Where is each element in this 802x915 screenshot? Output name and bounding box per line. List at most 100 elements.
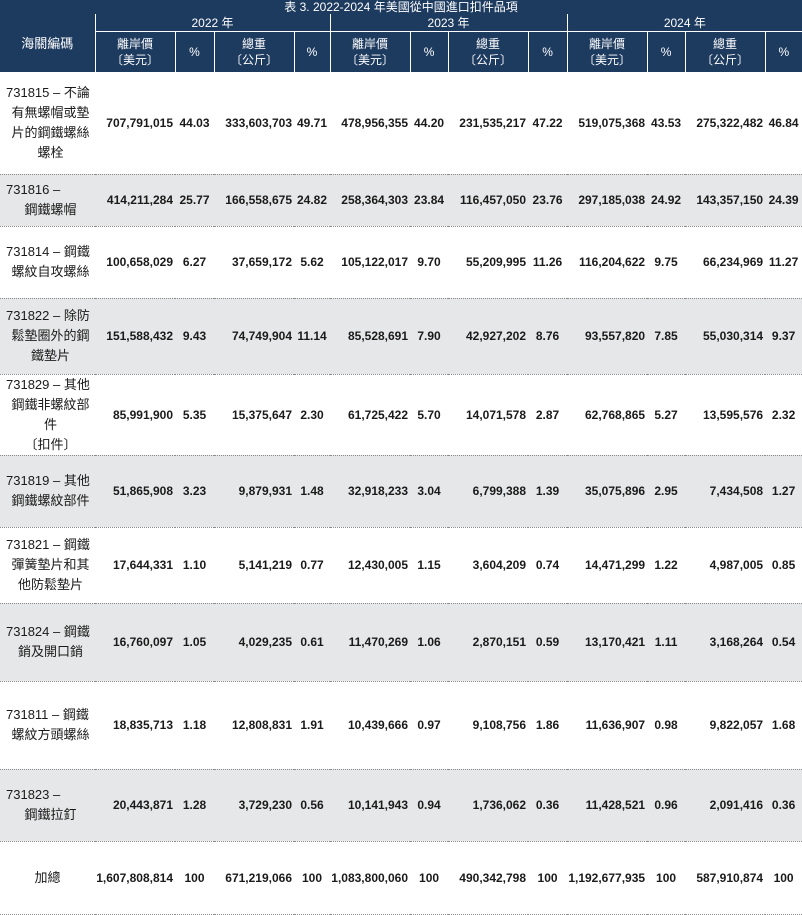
- hs-code-header: 海關編碼: [0, 14, 95, 73]
- value-2024-cell: 519,075,368: [567, 72, 648, 175]
- hs-code-label-line: 鋼鐵螺帽: [24, 202, 77, 217]
- table-row: 731824 – 鋼鐵 銷及開口銷 16,760,097 1.05 4,029,235 0…: [0, 603, 802, 682]
- table-body: 731815 – 不論 有無螺帽或墊 片的鋼鐵螺絲 螺栓 707,791,015 44.0…: [0, 72, 802, 915]
- pct-2024-cell: 9.75: [647, 226, 686, 299]
- pct-2023-cell: 2.87: [528, 374, 568, 456]
- value-2022-cell: 1,607,808,814: [95, 841, 175, 915]
- hs-code-label: 731823 – 鋼鐵拉釘: [0, 769, 95, 842]
- year-2024-header: 2024 年: [566, 14, 802, 32]
- hs-code-label-line: 731811 – 鋼鐵: [6, 707, 89, 722]
- value-2022-cell: 707,791,015: [95, 72, 175, 175]
- pct-2022-cell: 1.05: [175, 603, 214, 682]
- table-row: 731819 – 其他 鋼鐵螺紋部件 51,865,908 3.23 9,879,931…: [0, 455, 802, 528]
- pct-2024-cell: 0.98: [647, 681, 686, 770]
- pct-2022-cell: 25.77: [175, 174, 214, 227]
- pct-2023-cell: 23.76: [528, 174, 568, 227]
- value-header-2024: 離岸價 〔美元〕: [566, 31, 648, 72]
- hs-code-label-line: 彈簧墊片和其: [11, 557, 90, 572]
- pct-header-2023: %: [409, 31, 449, 72]
- pct-2023-cell: 1.06: [410, 603, 449, 682]
- column-header-row: 離岸價 〔美元〕% 總重 〔公斤〕% 離岸價 〔美元〕% 總重 〔公斤〕% 離岸價 〔美元〕% 總重…: [0, 31, 802, 72]
- weight-2023-cell: 231,535,217: [448, 72, 529, 175]
- weight-2022-cell: 9,879,931: [214, 455, 294, 528]
- weight-header-line: 總重: [713, 37, 738, 51]
- value-2024-cell: 93,557,820: [567, 298, 648, 375]
- weight-2023-cell: 1,736,062: [448, 769, 529, 842]
- hs-code-label-line: 731816 –: [6, 182, 61, 197]
- pct-2023-cell: 11.26: [528, 226, 568, 299]
- pct-2023-cell: 0.59: [528, 603, 568, 682]
- pct-2023-cell: 1.86: [528, 681, 568, 770]
- value-2023-cell: 10,439,666: [330, 681, 411, 770]
- pct-2024-cell: 1.22: [647, 527, 686, 604]
- hs-code-label-line: 731829 – 其他: [6, 376, 90, 392]
- value-2024-cell: 116,204,622: [567, 226, 648, 299]
- weight-header-line: 〔公斤〕: [464, 53, 513, 67]
- value-2023-cell: 10,141,943: [330, 769, 411, 842]
- weight-header-2022: 總重 〔公斤〕: [213, 31, 294, 72]
- pct-2022-cell: 1.48: [294, 455, 331, 528]
- pct-2024-cell: 24.39: [765, 174, 802, 227]
- pct-2024-cell: 2.95: [647, 455, 686, 528]
- value-2022-cell: 414,211,284: [95, 174, 175, 227]
- hs-code-label-line: 鋼鐵非螺紋部件: [11, 396, 90, 432]
- value-header-2023: 離岸價 〔美元〕: [329, 31, 411, 72]
- pct-2024-cell: 1.68: [765, 681, 802, 770]
- pct-2022-cell: 6.27: [175, 226, 214, 299]
- weight-2022-cell: 166,558,675: [214, 174, 294, 227]
- pct-2022-cell: 5.62: [294, 226, 331, 299]
- value-2023-cell: 11,470,269: [330, 603, 411, 682]
- year-2022-header: 2022 年: [94, 14, 331, 32]
- pct-2023-cell: 8.76: [528, 298, 568, 375]
- hs-code-label-line: 螺紋方頭螺絲: [11, 727, 90, 742]
- pct-2022-cell: 2.30: [294, 374, 331, 456]
- hs-code-label-line: 螺紋自攻螺絲: [11, 264, 90, 279]
- weight-2023-cell: 116,457,050: [448, 174, 529, 227]
- value-2024-cell: 1,192,677,935: [567, 841, 648, 915]
- weight-2024-cell: 9,822,057: [685, 681, 766, 770]
- year-2023-header: 2023 年: [329, 14, 568, 32]
- weight-2022-cell: 15,375,647: [214, 374, 294, 456]
- value-2022-cell: 18,835,713: [95, 681, 175, 770]
- weight-header-2024: 總重 〔公斤〕: [684, 31, 766, 72]
- pct-2022-cell: 1.91: [294, 681, 331, 770]
- pct-2024-cell: 2.32: [765, 374, 802, 456]
- hs-code-label: 731814 – 鋼鐵 螺紋自攻螺絲: [0, 226, 95, 299]
- value-header-line: 〔美元〕: [110, 53, 159, 67]
- weight-2024-cell: 2,091,416: [685, 769, 766, 842]
- value-2023-cell: 32,918,233: [330, 455, 411, 528]
- weight-2024-cell: 143,357,150: [685, 174, 766, 227]
- table-row: 731814 – 鋼鐵 螺紋自攻螺絲 100,658,029 6.27 37,659,1…: [0, 226, 802, 299]
- value-header-line: 離岸價: [589, 37, 626, 51]
- value-2023-cell: 61,725,422: [330, 374, 411, 456]
- pct-2024-cell: 1.27: [765, 455, 802, 528]
- value-2023-cell: 85,528,691: [330, 298, 411, 375]
- weight-2023-cell: 490,342,798: [448, 841, 529, 915]
- value-2022-cell: 151,588,432: [95, 298, 175, 375]
- hs-code-label: 731819 – 其他 鋼鐵螺紋部件: [0, 455, 95, 528]
- weight-2023-cell: 9,108,756: [448, 681, 529, 770]
- weight-2022-cell: 333,603,703: [214, 72, 294, 175]
- weight-2022-cell: 3,729,230: [214, 769, 294, 842]
- weight-2022-cell: 4,029,235: [214, 603, 294, 682]
- pct-2022-cell: 1.18: [175, 681, 214, 770]
- pct-header-2024: %: [646, 31, 686, 72]
- hs-code-label-line: 片的鋼鐵螺絲: [11, 125, 90, 140]
- value-2023-cell: 12,430,005: [330, 527, 411, 604]
- hs-code-label-line: 有無螺帽或墊: [11, 105, 90, 120]
- pct-2024-cell: 9.37: [765, 298, 802, 375]
- pct-2022-cell: 9.43: [175, 298, 214, 375]
- table-row: 731822 – 除防 鬆墊圈外的鋼 鐵墊片 151,588,432 9.43 74,74…: [0, 298, 802, 375]
- weight-2022-cell: 74,749,904: [214, 298, 294, 375]
- value-2024-cell: 62,768,865: [567, 374, 648, 456]
- hs-code-label-line: 螺栓: [37, 145, 64, 160]
- hs-code-label-line: 731822 – 除防: [6, 308, 90, 323]
- value-header-2022: 離岸價 〔美元〕: [94, 31, 175, 72]
- pct-2024-cell: 0.36: [765, 769, 802, 842]
- weight-2023-cell: 6,799,388: [448, 455, 529, 528]
- import-table: 海關編碼 2022 年 2023 年 2024 年 離岸價 〔美元〕% 總重 〔公斤〕…: [0, 14, 802, 915]
- value-2022-cell: 20,443,871: [95, 769, 175, 842]
- table-row: 731815 – 不論 有無螺帽或墊 片的鋼鐵螺絲 螺栓 707,791,015 44.0…: [0, 72, 802, 175]
- hs-code-label: 731816 – 鋼鐵螺帽: [0, 174, 95, 227]
